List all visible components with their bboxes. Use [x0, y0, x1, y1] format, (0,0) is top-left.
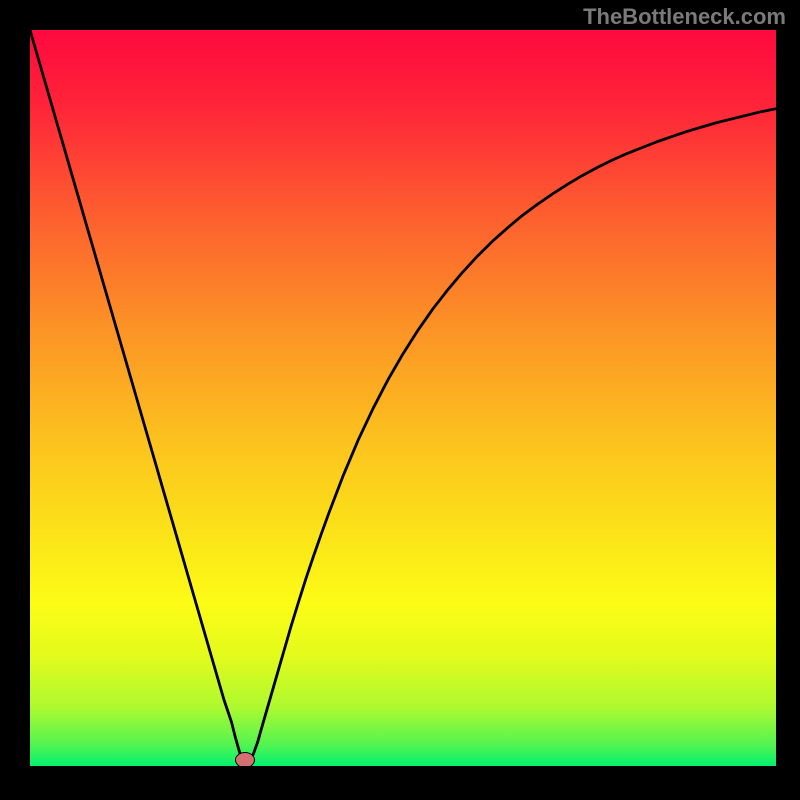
optimal-point-marker — [235, 752, 255, 766]
watermark-text: TheBottleneck.com — [583, 4, 786, 30]
chart-plot-area — [30, 30, 776, 766]
bottleneck-curve — [30, 30, 776, 766]
